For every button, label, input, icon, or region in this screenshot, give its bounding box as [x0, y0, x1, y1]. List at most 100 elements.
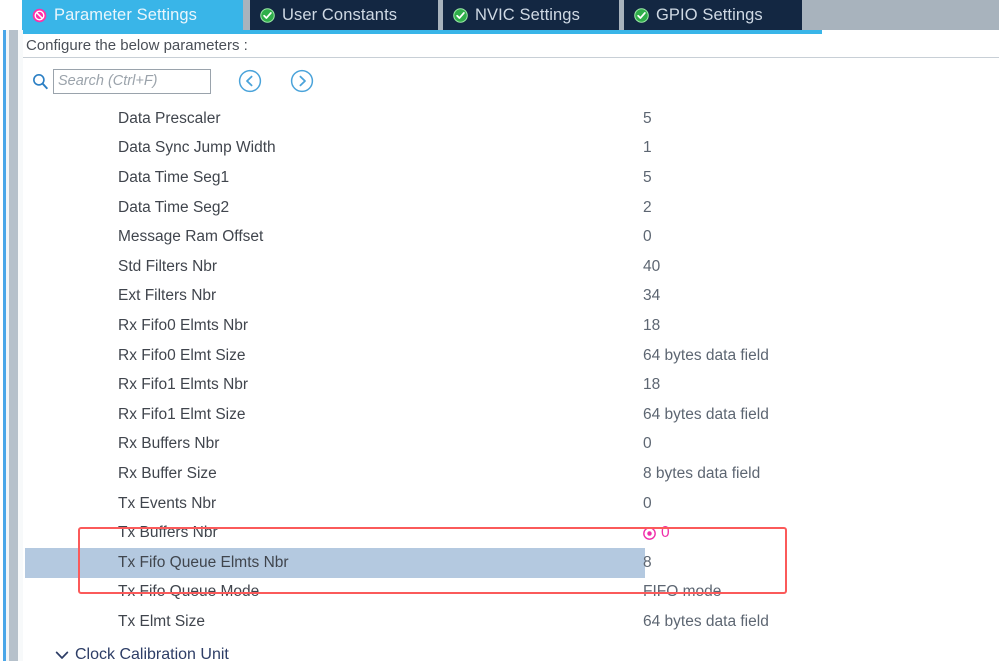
parameter-label: Tx Elmt Size	[118, 612, 205, 630]
parameter-value[interactable]: 64 bytes data field	[643, 613, 769, 631]
parameter-value[interactable]: 5	[643, 110, 652, 128]
table-row[interactable]: Rx Buffers Nbr 0	[23, 430, 999, 460]
table-row[interactable]: Rx Buffer Size 8 bytes data field	[23, 459, 999, 489]
parameter-label: Ext Filters Nbr	[118, 287, 217, 305]
parameter-value[interactable]: 8 bytes data field	[643, 465, 760, 483]
table-row[interactable]: Rx Fifo1 Elmt Size 64 bytes data field	[23, 400, 999, 430]
group-header-label: Clock Calibration Unit	[75, 645, 229, 661]
parameter-value-text: 18	[643, 316, 661, 334]
tab-parameter-settings[interactable]: Parameter Settings	[22, 0, 243, 30]
parameter-value[interactable]: 18	[643, 376, 660, 394]
table-row[interactable]: Message Ram Offset 0	[23, 222, 999, 252]
table-row[interactable]: Tx Fifo Queue Elmts Nbr 8	[23, 547, 999, 578]
parameter-value-text: 1	[643, 139, 652, 157]
table-row[interactable]: Tx Buffers Nbr 0	[23, 518, 999, 548]
vertical-scrollbar-track[interactable]	[9, 30, 18, 661]
parameter-value-text: 8 bytes data field	[643, 464, 761, 482]
tab-gpio-settings[interactable]: GPIO Settings	[624, 0, 802, 30]
check-circle-icon	[453, 7, 468, 23]
parameter-label: Data Prescaler	[118, 109, 221, 127]
configure-bar: Configure the below parameters :	[23, 34, 999, 58]
parameter-value[interactable]: 5	[643, 169, 652, 187]
tab-label: Parameter Settings	[54, 5, 198, 24]
parameter-value[interactable]: FIFO mode	[643, 583, 721, 601]
parameter-value-text: 64 bytes data field	[643, 612, 769, 630]
table-row[interactable]: Rx Fifo0 Elmts Nbr 18	[23, 311, 999, 341]
table-row[interactable]: Ext Filters Nbr 34	[23, 282, 999, 312]
parameter-value[interactable]: 0	[643, 228, 652, 246]
table-row[interactable]: Tx Events Nbr 0	[23, 489, 999, 519]
parameter-value-text: 5	[643, 168, 652, 186]
parameter-value[interactable]: 1	[643, 139, 652, 157]
tab-label: NVIC Settings	[475, 5, 580, 24]
group-header-clock-calibration-unit[interactable]: Clock Calibration Unit	[23, 637, 999, 661]
parameter-value[interactable]: 18	[643, 317, 660, 335]
parameter-label: Tx Events Nbr	[118, 494, 217, 512]
parameter-label: Std Filters Nbr	[118, 257, 218, 275]
parameter-value-text: 5	[643, 109, 652, 127]
parameter-label: Tx Buffers Nbr	[118, 524, 218, 542]
tab-user-constants[interactable]: User Constants	[250, 0, 438, 30]
parameter-value-text: 0	[643, 228, 652, 246]
error-circle-icon	[643, 526, 656, 540]
table-row[interactable]: Std Filters Nbr 40	[23, 252, 999, 282]
table-row[interactable]: Rx Fifo1 Elmts Nbr 18	[23, 370, 999, 400]
parameter-value-text: 8	[643, 553, 652, 571]
parameter-value-text: 64 bytes data field	[643, 346, 769, 364]
parameter-value-text: 0	[643, 435, 652, 453]
parameter-label: Data Time Seg2	[118, 198, 230, 216]
parameter-label: Rx Buffers Nbr	[118, 435, 220, 453]
tab-label: GPIO Settings	[656, 5, 763, 24]
parameter-value-text: 40	[643, 257, 661, 275]
error-circle-icon	[32, 8, 47, 23]
tab-label: User Constants	[282, 5, 398, 24]
table-row[interactable]: Data Time Seg2 2	[23, 193, 999, 223]
parameter-value-text: 0	[643, 494, 652, 512]
table-row[interactable]: Data Time Seg1 5	[23, 163, 999, 193]
search-icon[interactable]	[31, 72, 53, 91]
parameter-label: Data Time Seg1	[118, 168, 230, 186]
left-rail-gap	[6, 30, 9, 661]
table-row[interactable]: Data Prescaler 5	[23, 104, 999, 134]
parameter-value-text: 2	[643, 198, 652, 216]
chevron-down-icon[interactable]	[55, 647, 69, 659]
table-row[interactable]: Data Sync Jump Width 1	[23, 134, 999, 164]
tab-nvic-settings[interactable]: NVIC Settings	[443, 0, 619, 30]
parameter-value-text: 34	[643, 287, 661, 305]
tab-strip-filler	[822, 30, 999, 34]
settings-content-panel: Configure the below parameters :	[23, 34, 999, 661]
check-circle-icon	[634, 7, 649, 23]
parameter-label: Data Sync Jump Width	[118, 139, 276, 157]
parameter-value-text: FIFO mode	[643, 583, 722, 601]
parameter-value[interactable]: 2	[643, 199, 652, 217]
parameter-list[interactable]: Data Prescaler 5 Data Sync Jump Width 1 Data…	[23, 104, 999, 661]
parameter-value[interactable]: 0	[643, 435, 652, 453]
parameter-value[interactable]: 0	[643, 524, 670, 542]
left-rail-outer	[0, 30, 3, 661]
configure-label: Configure the below parameters :	[26, 37, 248, 54]
left-rail-inner	[18, 30, 23, 661]
check-circle-icon	[260, 7, 275, 23]
active-tab-underline	[22, 30, 822, 34]
parameter-label: Tx Fifo Queue Mode	[118, 583, 260, 601]
parameter-label: Tx Fifo Queue Elmts Nbr	[118, 553, 289, 571]
parameter-value-text: 18	[643, 376, 661, 394]
parameter-label: Message Ram Offset	[118, 228, 264, 246]
parameter-value[interactable]: 8	[643, 554, 652, 572]
search-input[interactable]	[53, 68, 211, 94]
tab-strip: Parameter Settings User Constants	[0, 0, 999, 34]
table-row[interactable]: Tx Fifo Queue Mode FIFO mode	[23, 578, 999, 608]
parameter-value[interactable]: 34	[643, 287, 660, 305]
parameter-value[interactable]: 0	[643, 495, 652, 513]
parameter-value[interactable]: 64 bytes data field	[643, 406, 769, 424]
table-row[interactable]: Tx Elmt Size 64 bytes data field	[23, 607, 999, 637]
parameter-label: Rx Fifo1 Elmts Nbr	[118, 376, 249, 394]
parameter-label: Rx Fifo0 Elmt Size	[118, 346, 246, 364]
table-row[interactable]: Rx Fifo0 Elmt Size 64 bytes data field	[23, 341, 999, 371]
parameter-value-text: 0	[661, 524, 670, 542]
parameter-value[interactable]: 40	[643, 258, 660, 276]
previous-match-button[interactable]	[237, 68, 263, 94]
parameter-value[interactable]: 64 bytes data field	[643, 347, 769, 365]
next-match-button[interactable]	[289, 68, 315, 94]
